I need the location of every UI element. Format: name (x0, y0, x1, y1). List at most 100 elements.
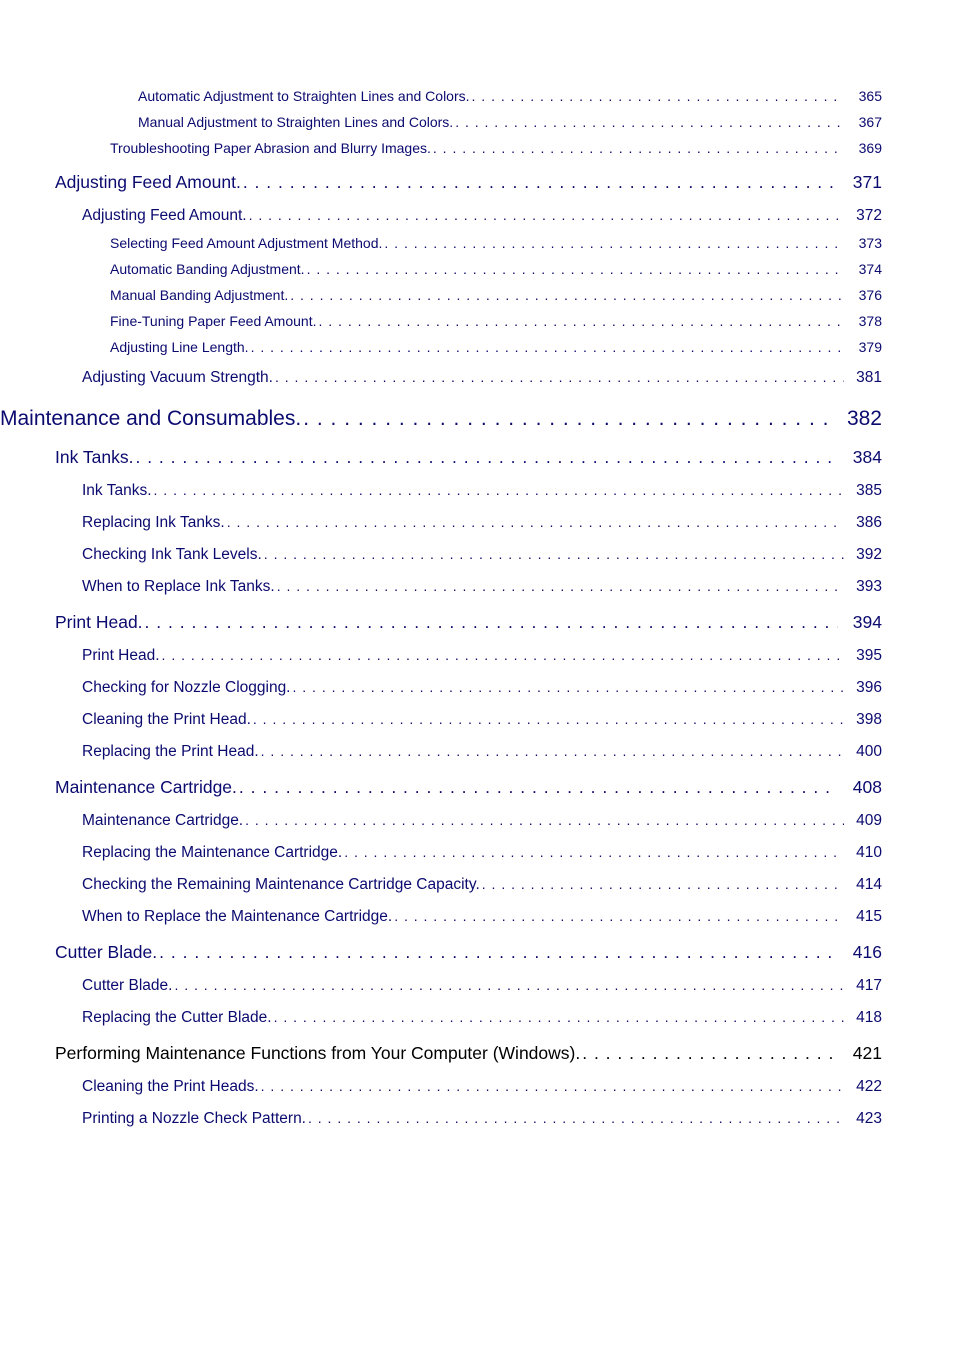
toc-entry-label[interactable]: Replacing Ink Tanks. (82, 514, 225, 532)
toc-entry-page[interactable]: 409 (844, 812, 882, 830)
toc-entry[interactable]: Replacing Ink Tanks.. . . . . . . . . . … (82, 514, 882, 532)
toc-entry[interactable]: Print Head.. . . . . . . . . . . . . . .… (82, 647, 882, 665)
toc-entry[interactable]: Adjusting Vacuum Strength.. . . . . . . … (82, 369, 882, 387)
toc-entry-page[interactable]: 379 (844, 339, 882, 355)
toc-entry-label[interactable]: Ink Tanks. (55, 447, 133, 468)
toc-entry[interactable]: Selecting Feed Amount Adjustment Method.… (110, 235, 882, 251)
toc-entry[interactable]: Automatic Adjustment to Straighten Lines… (138, 88, 882, 104)
toc-entry-page[interactable]: 373 (844, 235, 882, 251)
toc-entry-label[interactable]: Print Head. (82, 647, 160, 665)
toc-entry[interactable]: Manual Adjustment to Straighten Lines an… (138, 114, 882, 130)
toc-entry-page[interactable]: 417 (844, 977, 882, 995)
toc-entry-label[interactable]: Replacing the Cutter Blade. (82, 1009, 272, 1027)
toc-entry[interactable]: Adjusting Line Length.. . . . . . . . . … (110, 339, 882, 355)
toc-entry-label[interactable]: Adjusting Feed Amount. (82, 207, 247, 225)
toc-entry-label[interactable]: Checking for Nozzle Clogging. (82, 679, 291, 697)
toc-entry-label[interactable]: Replacing the Print Head. (82, 743, 259, 761)
toc-entry-page[interactable]: 415 (844, 908, 882, 926)
toc-entry-label[interactable]: Checking the Remaining Maintenance Cartr… (82, 876, 480, 894)
toc-entry-label[interactable]: Cleaning the Print Head. (82, 711, 251, 729)
toc-entry-page[interactable]: 392 (844, 546, 882, 564)
toc-entry-page[interactable]: 416 (838, 942, 882, 963)
toc-entry-label[interactable]: Checking Ink Tank Levels. (82, 546, 262, 564)
toc-entry-page[interactable]: 408 (838, 777, 882, 798)
toc-entry-label[interactable]: Printing a Nozzle Check Pattern. (82, 1110, 306, 1128)
toc-leader-dots: . . . . . . . . . . . . . . . . . . . . … (160, 647, 844, 663)
toc-entry[interactable]: Ink Tanks.. . . . . . . . . . . . . . . … (82, 482, 882, 500)
toc-entry-label[interactable]: When to Replace Ink Tanks. (82, 578, 275, 596)
toc-entry-page[interactable]: 381 (844, 369, 882, 387)
toc-entry-label[interactable]: Adjusting Feed Amount. (55, 172, 241, 193)
toc-entry-label[interactable]: Maintenance Cartridge. (82, 812, 243, 830)
toc-entry[interactable]: Manual Banding Adjustment.. . . . . . . … (110, 287, 882, 303)
toc-entry-page[interactable]: 385 (844, 482, 882, 500)
toc-entry-label[interactable]: Automatic Banding Adjustment. (110, 261, 305, 277)
toc-entry-page[interactable]: 376 (844, 287, 882, 303)
toc-entry[interactable]: Replacing the Maintenance Cartridge.. . … (82, 844, 882, 862)
toc-entry-page[interactable]: 384 (838, 447, 882, 468)
toc-entry[interactable]: Cleaning the Print Heads.. . . . . . . .… (82, 1078, 882, 1096)
toc-entry-label[interactable]: Cleaning the Print Heads. (82, 1078, 259, 1096)
toc-entry-label[interactable]: Adjusting Line Length. (110, 339, 249, 355)
toc-entry[interactable]: Cutter Blade.. . . . . . . . . . . . . .… (55, 942, 882, 963)
toc-entry-page[interactable]: 374 (844, 261, 882, 277)
toc-leader-dots: . . . . . . . . . . . . . . . . . . . . … (392, 908, 844, 924)
toc-entry[interactable]: Ink Tanks.. . . . . . . . . . . . . . . … (55, 447, 882, 468)
toc-entry-page[interactable]: 410 (844, 844, 882, 862)
toc-entry-label[interactable]: Cutter Blade. (55, 942, 157, 963)
toc-entry-label[interactable]: Manual Banding Adjustment. (110, 287, 288, 303)
toc-entry[interactable]: Maintenance Cartridge.. . . . . . . . . … (55, 777, 882, 798)
toc-entry[interactable]: Checking for Nozzle Clogging.. . . . . .… (82, 679, 882, 697)
toc-entry[interactable]: When to Replace the Maintenance Cartridg… (82, 908, 882, 926)
toc-entry[interactable]: Maintenance Cartridge.. . . . . . . . . … (82, 812, 882, 830)
toc-entry-page[interactable]: 367 (844, 114, 882, 130)
toc-entry-page[interactable]: 378 (844, 313, 882, 329)
toc-entry[interactable]: Replacing the Print Head.. . . . . . . .… (82, 743, 882, 761)
toc-entry[interactable]: Replacing the Cutter Blade.. . . . . . .… (82, 1009, 882, 1027)
toc-entry-page[interactable]: 365 (844, 88, 882, 104)
toc-entry[interactable]: Checking Ink Tank Levels.. . . . . . . .… (82, 546, 882, 564)
toc-entry-page[interactable]: 371 (838, 172, 882, 193)
toc-entry[interactable]: Checking the Remaining Maintenance Cartr… (82, 876, 882, 894)
toc-entry-page[interactable]: 394 (838, 612, 882, 633)
toc-entry-label[interactable]: Manual Adjustment to Straighten Lines an… (138, 114, 453, 130)
toc-entry-label[interactable]: Cutter Blade. (82, 977, 172, 995)
toc-entry-label[interactable]: Adjusting Vacuum Strength. (82, 369, 273, 387)
toc-entry-page[interactable]: 398 (844, 711, 882, 729)
toc-entry-page[interactable]: 369 (844, 140, 882, 156)
toc-entry-label[interactable]: Print Head. (55, 612, 143, 633)
toc-leader-dots: . . . . . . . . . . . . . . . . . . . . … (275, 578, 844, 594)
toc-entry-label[interactable]: Maintenance and Consumables. (0, 407, 301, 431)
toc-entry-label[interactable]: Fine-Tuning Paper Feed Amount. (110, 313, 317, 329)
toc-entry-label[interactable]: Replacing the Maintenance Cartridge. (82, 844, 342, 862)
toc-entry-page[interactable]: 372 (844, 207, 882, 225)
toc-entry[interactable]: Troubleshooting Paper Abrasion and Blurr… (110, 140, 882, 156)
toc-entry[interactable]: Automatic Banding Adjustment.. . . . . .… (110, 261, 882, 277)
toc-entry-label[interactable]: Selecting Feed Amount Adjustment Method. (110, 235, 382, 251)
toc-entry-page[interactable]: 393 (844, 578, 882, 596)
toc-entry[interactable]: Adjusting Feed Amount.. . . . . . . . . … (82, 207, 882, 225)
toc-entry-label[interactable]: Troubleshooting Paper Abrasion and Blurr… (110, 140, 431, 156)
toc-entry-page[interactable]: 396 (844, 679, 882, 697)
toc-entry-page[interactable]: 400 (844, 743, 882, 761)
toc-entry[interactable]: Adjusting Feed Amount.. . . . . . . . . … (55, 172, 882, 193)
toc-entry-page[interactable]: 386 (844, 514, 882, 532)
toc-entry[interactable]: Print Head.. . . . . . . . . . . . . . .… (55, 612, 882, 633)
toc-entry-page[interactable]: 382 (830, 407, 882, 431)
toc-leader-dots: . . . . . . . . . . . . . . . . . . . . … (431, 140, 844, 156)
toc-entry-page[interactable]: 423 (844, 1110, 882, 1128)
toc-entry[interactable]: Printing a Nozzle Check Pattern.. . . . … (82, 1110, 882, 1128)
toc-entry[interactable]: When to Replace Ink Tanks.. . . . . . . … (82, 578, 882, 596)
toc-entry[interactable]: Cleaning the Print Head.. . . . . . . . … (82, 711, 882, 729)
toc-entry[interactable]: Fine-Tuning Paper Feed Amount.. . . . . … (110, 313, 882, 329)
toc-entry[interactable]: Maintenance and Consumables.. . . . . . … (0, 407, 882, 431)
toc-entry-page[interactable]: 414 (844, 876, 882, 894)
toc-entry-label[interactable]: Maintenance Cartridge. (55, 777, 237, 798)
toc-entry-label[interactable]: When to Replace the Maintenance Cartridg… (82, 908, 392, 926)
toc-entry-page[interactable]: 418 (844, 1009, 882, 1027)
toc-entry-label[interactable]: Automatic Adjustment to Straighten Lines… (138, 88, 470, 104)
toc-entry-label[interactable]: Ink Tanks. (82, 482, 152, 500)
toc-entry-page[interactable]: 395 (844, 647, 882, 665)
toc-entry[interactable]: Cutter Blade.. . . . . . . . . . . . . .… (82, 977, 882, 995)
toc-entry-page[interactable]: 422 (844, 1078, 882, 1096)
